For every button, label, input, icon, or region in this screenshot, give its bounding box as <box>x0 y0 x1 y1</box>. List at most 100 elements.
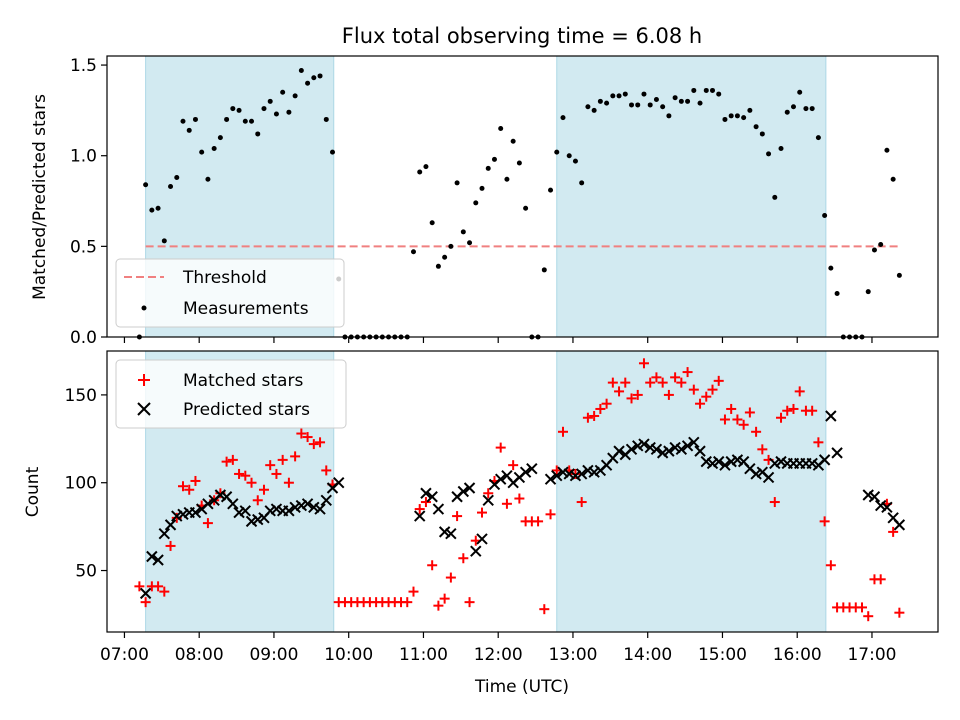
matched-star-point <box>738 419 749 430</box>
predicted-star-point <box>650 443 663 456</box>
measurement-point <box>155 205 161 211</box>
predicted-star-point <box>227 498 239 510</box>
predicted-star-point <box>663 445 675 457</box>
matched-star-point <box>557 426 568 437</box>
measurement-point <box>815 135 821 141</box>
y-tick-label: 50 <box>75 562 97 582</box>
matched-star-point <box>576 497 587 508</box>
matched-star-point <box>645 377 656 388</box>
bottom-y-ticks: 50 100 150 <box>65 386 107 582</box>
y-tick-label: 1.0 <box>70 147 97 167</box>
matched-star-point <box>296 428 307 439</box>
matched-star-point <box>894 607 905 618</box>
measurement-point <box>330 149 336 155</box>
predicted-star-point <box>432 503 445 515</box>
measurement-point <box>597 98 603 104</box>
measurement-point <box>541 267 547 273</box>
measurement-point <box>728 113 734 119</box>
predicted-star-point <box>625 443 638 456</box>
measurement-point <box>485 165 491 171</box>
matched-star-point <box>601 398 612 409</box>
measurement-point <box>734 113 740 119</box>
predicted-star-point <box>551 469 563 482</box>
predicted-star-point <box>762 471 775 484</box>
shaded-interval-2 <box>556 350 827 633</box>
matched-star-point <box>807 405 818 416</box>
measurement-point <box>410 249 416 255</box>
x-tick-label: 07:00 <box>100 645 149 665</box>
measurement-point <box>666 113 672 119</box>
predicted-star-point <box>638 438 650 450</box>
matched-star-point <box>184 484 195 495</box>
matched-star-point <box>134 581 145 592</box>
matched-star-point <box>265 460 276 471</box>
matched-star-point <box>402 597 413 608</box>
x-tick-label: 08:00 <box>175 645 224 665</box>
matched-star-point <box>258 484 269 495</box>
matched-star-point <box>638 358 649 369</box>
predicted-star-point <box>868 491 881 503</box>
matched-star-point <box>595 403 606 414</box>
matched-star-point <box>458 553 469 564</box>
bottom-axes-frame <box>106 350 939 633</box>
measurement-point <box>747 107 753 113</box>
x-tick-label: 14:00 <box>623 645 672 665</box>
measurement-point <box>143 182 149 188</box>
measurement-point <box>622 91 628 97</box>
measurement-point <box>896 272 902 278</box>
measurement-point <box>510 138 516 144</box>
predicted-legend-icon <box>137 402 151 416</box>
measurement-point <box>554 149 560 155</box>
top-x-ticks <box>123 337 873 343</box>
top-axes-frame <box>106 55 939 338</box>
measurement-point <box>579 180 585 186</box>
matched-legend-icon <box>138 374 150 386</box>
matched-star-point <box>508 460 519 471</box>
predicted-star-point <box>818 454 831 466</box>
predicted-star-point <box>893 519 906 531</box>
measurement-point <box>834 290 840 296</box>
chart-title: Flux total observing time = 6.08 h <box>342 24 702 48</box>
y-tick-label: 150 <box>65 386 97 406</box>
measurement-point <box>230 106 236 112</box>
measurement-point <box>186 127 192 133</box>
predicted-star-point <box>202 498 214 510</box>
top-legend-box <box>115 258 345 328</box>
matched-star-point <box>240 470 251 481</box>
matched-star-point <box>589 410 600 421</box>
measurement-point <box>797 89 803 95</box>
top-legend: Threshold Measurements <box>115 258 345 328</box>
matched-star-point <box>614 386 625 397</box>
measurement-point <box>635 102 641 108</box>
matched-star-point <box>769 497 780 508</box>
measurement-point <box>498 126 504 132</box>
matched-star-point <box>246 477 257 488</box>
predicted-star-point <box>881 501 893 514</box>
predicted-star-point <box>719 459 731 471</box>
measurement-point <box>491 156 497 162</box>
predicted-star-point <box>544 473 557 485</box>
matched-star-point <box>857 602 868 613</box>
measurement-point <box>168 184 174 190</box>
matched-star-point <box>433 600 444 611</box>
measurement-point <box>566 153 572 159</box>
matched-star-point <box>776 412 787 423</box>
predicted-star-point <box>675 443 688 456</box>
matched-star-point <box>744 407 755 418</box>
matched-star-point <box>321 465 332 476</box>
measurement-point <box>616 93 622 99</box>
x-tick-label: 16:00 <box>773 645 822 665</box>
matched-star-point <box>819 516 830 527</box>
y-tick-label: 0.0 <box>70 328 97 348</box>
matched-star-point <box>670 372 681 383</box>
measurement-point <box>504 176 510 182</box>
matched-star-point <box>713 375 724 386</box>
measurement-point <box>784 109 790 115</box>
measurement-point <box>709 87 715 93</box>
measurement-point <box>249 118 255 124</box>
measurement-point <box>423 164 429 170</box>
predicted-star-point <box>825 410 837 422</box>
predicted-star-point <box>146 550 158 563</box>
matched-legend-label: Matched stars <box>183 371 303 391</box>
matched-star-point <box>707 384 718 395</box>
